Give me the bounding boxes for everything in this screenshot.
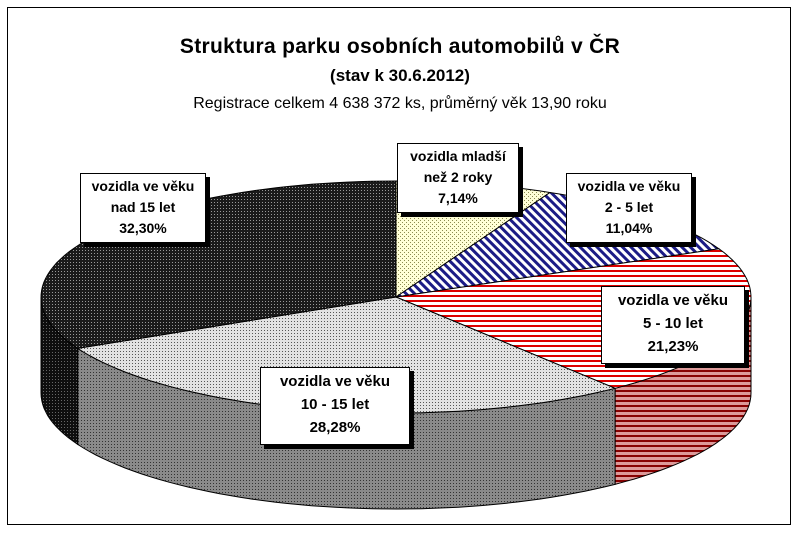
slice-label-3: vozidla ve věku 5 - 10 let 21,23%: [601, 286, 745, 364]
chart-subtitle-registrations: Registrace celkem 4 638 372 ks, průměrný…: [193, 95, 607, 112]
slice-label-1-line2: než 2 roky: [423, 169, 493, 185]
slice-label-5: vozidla ve věku nad 15 let 32,30%: [80, 173, 206, 243]
slice-label-2-line1: vozidla ve věku: [577, 178, 681, 194]
slice-label-3-line2: 5 - 10 let: [642, 315, 704, 332]
slice-label-2-line2: 2 - 5 let: [604, 199, 654, 215]
slice-label-3-pct: 21,23%: [647, 338, 699, 355]
slice-label-3-line1: vozidla ve věku: [617, 292, 729, 309]
slice-label-4-line2: 10 - 15 let: [300, 396, 370, 413]
slice-label-2-pct: 11,04%: [605, 220, 653, 236]
slice-label-2: vozidla ve věku 2 - 5 let 11,04%: [566, 173, 692, 243]
chart-subtitle: (stav k 30.6.2012): [330, 66, 470, 85]
slice-label-5-line1: vozidla ve věku: [91, 178, 195, 194]
slice-label-4-line1: vozidla ve věku: [279, 373, 391, 390]
slice-label-1-pct: 7,14%: [438, 190, 478, 206]
slice-label-5-pct: 32,30%: [119, 220, 167, 236]
chart-title: Struktura parku osobních automobilů v ČR: [179, 35, 621, 58]
slice-label-1: vozidla mladší než 2 roky 7,14%: [397, 143, 519, 213]
slice-label-5-line2: nad 15 let: [110, 199, 176, 215]
slice-label-4-pct: 28,28%: [309, 419, 361, 436]
slice-label-4: vozidla ve věku 10 - 15 let 28,28%: [260, 367, 410, 445]
slice-label-1-line1: vozidla mladší: [410, 148, 506, 164]
